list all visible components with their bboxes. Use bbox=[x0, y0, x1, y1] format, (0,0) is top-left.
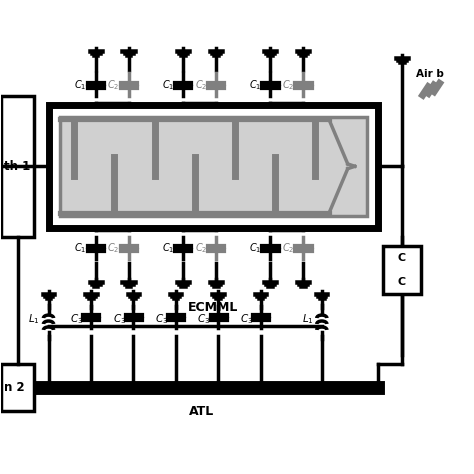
Text: $C_3$: $C_3$ bbox=[155, 312, 168, 327]
Text: $C_2$: $C_2$ bbox=[282, 78, 294, 91]
Text: n 2: n 2 bbox=[4, 381, 24, 394]
Text: $L_1$: $L_1$ bbox=[302, 312, 314, 327]
Text: $L_1$: $L_1$ bbox=[28, 312, 40, 327]
Text: $C_2$: $C_2$ bbox=[108, 241, 120, 255]
Text: $C_2$: $C_2$ bbox=[108, 78, 120, 91]
Text: $C_2$: $C_2$ bbox=[282, 241, 294, 255]
Text: ATL: ATL bbox=[189, 405, 214, 418]
Text: $C_1$: $C_1$ bbox=[74, 241, 87, 255]
Text: $C_1$: $C_1$ bbox=[249, 241, 261, 255]
Bar bbox=[1, 364, 35, 411]
Bar bbox=[60, 117, 366, 216]
Bar bbox=[48, 105, 378, 228]
Text: C: C bbox=[398, 253, 406, 263]
Text: $C_3$: $C_3$ bbox=[197, 312, 210, 327]
Text: th 1: th 1 bbox=[4, 160, 30, 173]
Text: ECMML: ECMML bbox=[188, 301, 238, 314]
Text: $C_1$: $C_1$ bbox=[249, 78, 261, 91]
Bar bbox=[383, 246, 421, 293]
Text: $C_3$: $C_3$ bbox=[240, 312, 253, 327]
Text: $C_3$: $C_3$ bbox=[112, 312, 126, 327]
Text: $C_2$: $C_2$ bbox=[194, 241, 207, 255]
Text: $C_1$: $C_1$ bbox=[162, 78, 174, 91]
Text: $C_2$: $C_2$ bbox=[194, 78, 207, 91]
Text: $C_1$: $C_1$ bbox=[162, 241, 174, 255]
Text: C: C bbox=[398, 277, 406, 287]
Text: Air b: Air b bbox=[416, 69, 444, 80]
Text: $C_1$: $C_1$ bbox=[74, 78, 87, 91]
Bar bbox=[1, 96, 35, 237]
Text: $C_3$: $C_3$ bbox=[70, 312, 83, 327]
